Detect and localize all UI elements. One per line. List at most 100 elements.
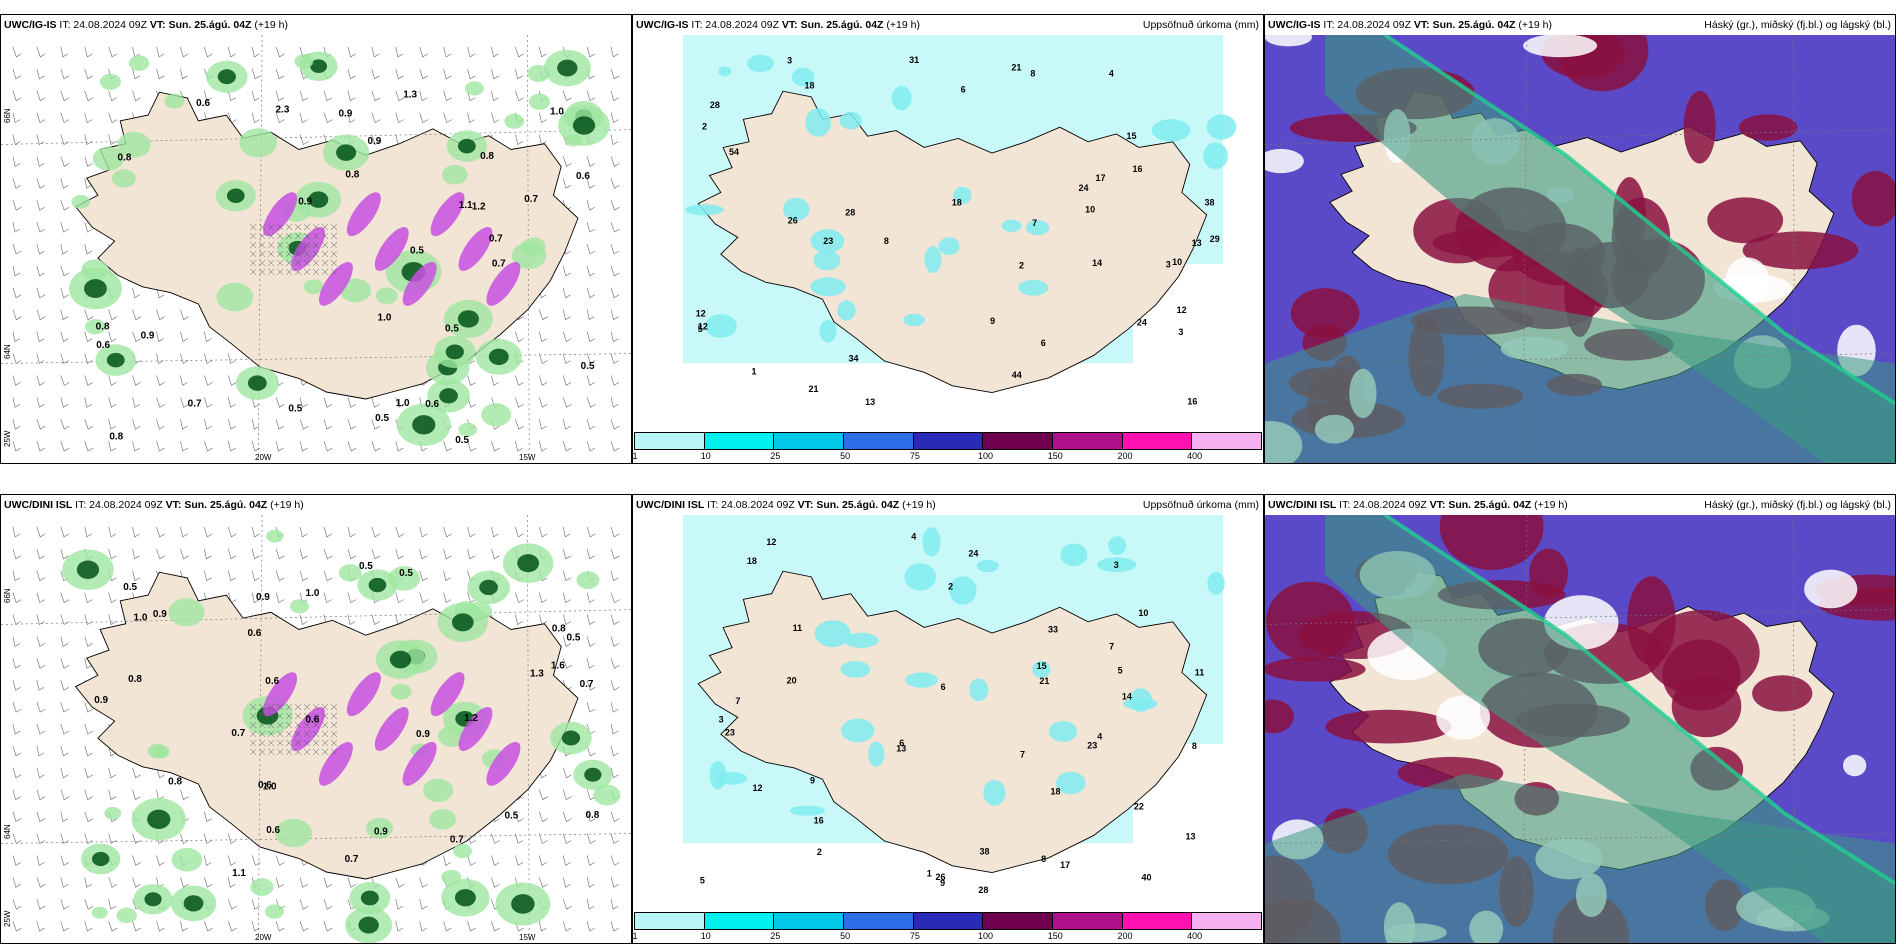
wind-barb xyxy=(610,899,619,910)
legend-swatch xyxy=(844,433,914,449)
wind-barb xyxy=(132,548,140,560)
lat-grid-line xyxy=(1265,353,1895,364)
hatch-mark xyxy=(250,259,257,267)
low-cloud-area xyxy=(1851,171,1895,227)
wind-barb xyxy=(491,855,500,866)
precip-value-label: 0.7 xyxy=(580,679,594,690)
wind-barb xyxy=(347,419,357,430)
wind-barb xyxy=(36,921,45,932)
wind-barb xyxy=(36,614,45,625)
wind-barb xyxy=(84,375,94,386)
hatch-mark xyxy=(312,223,320,231)
wind-barb xyxy=(180,789,189,801)
wind-barb xyxy=(108,441,117,452)
precip-shade-area xyxy=(783,197,810,221)
legend-label: 75 xyxy=(909,451,920,461)
wind-barb xyxy=(132,331,142,343)
wind-barb xyxy=(180,375,188,386)
accum-value-label: 10 xyxy=(1138,608,1148,618)
wind-barb xyxy=(60,287,69,299)
wind-barb xyxy=(539,441,547,452)
hatch-mark xyxy=(330,739,338,747)
accum-map[interactable]: 44 54 29 23 21 10 14 28 16 18 15 31 17 13 8 12 24 38 34 6 10… xyxy=(633,35,1263,431)
precip-heavy-area xyxy=(439,388,458,404)
precip-map[interactable]: 0.8 0.7 0.5 1.0 0.9 0.6 0.8 0.7 0.6 0.8 1.0 0.5 1.3 0… xyxy=(1,35,631,463)
wind-barb xyxy=(491,441,500,452)
wind-barb xyxy=(251,526,260,538)
wind-barb xyxy=(562,767,572,779)
wind-barb xyxy=(12,526,21,538)
wind-barb xyxy=(586,745,596,757)
hatch-mark xyxy=(321,241,329,249)
precip-value-label: 1.1 xyxy=(459,200,473,211)
cloud-map[interactable] xyxy=(1265,35,1895,463)
wind-barb xyxy=(156,68,165,80)
wind-barb xyxy=(36,156,45,167)
lat-grid-line xyxy=(1,833,631,844)
accum-value-label: 11 xyxy=(793,623,803,633)
legend-label: 400 xyxy=(1187,931,1203,941)
precip-heavy-area xyxy=(358,916,379,934)
wind-barb xyxy=(610,745,619,757)
wind-barb xyxy=(323,419,332,430)
lat-label-64: 64N xyxy=(3,824,12,839)
wind-barb xyxy=(84,745,93,757)
wind-barb xyxy=(347,592,357,604)
hatch-mark xyxy=(312,232,320,240)
wind-barb xyxy=(586,419,596,430)
accum-value-label: 8 xyxy=(1030,68,1035,78)
precip-heavy-area xyxy=(517,554,540,573)
high-cloud-band xyxy=(1265,773,1895,943)
wind-barb xyxy=(251,397,260,408)
wind-barb xyxy=(539,833,548,844)
clear-sky-area xyxy=(1265,35,1313,47)
wind-barb xyxy=(227,419,237,430)
wind-barb xyxy=(610,331,619,343)
hatch-mark xyxy=(276,730,284,738)
precip-value-label: 0.5 xyxy=(399,568,413,579)
wind-barb xyxy=(36,200,45,211)
wind-barb xyxy=(299,397,308,408)
precip-map[interactable]: 0.9 0.6 0.8 0.7 1.0 0.5 0.6 0.8 1.1 0.9 1.2 0.5 0.6 0… xyxy=(1,515,631,943)
accum-value-label: 24 xyxy=(968,549,978,559)
precip-shade-area xyxy=(705,314,737,338)
precip-heavy-area xyxy=(451,613,474,632)
wind-barb xyxy=(60,592,70,604)
hatch-mark xyxy=(294,232,302,240)
wind-barb xyxy=(610,46,619,58)
precip-heavy-area xyxy=(511,894,535,914)
wind-barb xyxy=(108,789,117,801)
hatch-mark xyxy=(285,730,293,738)
wind-barb xyxy=(347,441,357,452)
wind-barb xyxy=(84,899,94,910)
legend-label: 25 xyxy=(770,931,781,941)
precip-shade-area xyxy=(1108,536,1127,555)
wind-barb xyxy=(299,570,309,582)
accum-map[interactable]: 38 33 24 18 14 11 23 20 13 22 7 12 17 40 28 21 10 13 23 6 8 9… xyxy=(633,515,1263,911)
hatch-mark xyxy=(330,730,338,738)
accum-value-label: 1 xyxy=(752,367,757,377)
hatch-mark xyxy=(250,268,257,276)
hatch-mark xyxy=(312,721,320,729)
wind-barb xyxy=(251,68,261,80)
wind-barb xyxy=(132,833,141,844)
cloud-map[interactable] xyxy=(1265,515,1895,943)
snow-cell xyxy=(263,672,298,717)
wind-barb xyxy=(12,680,21,691)
wind-barb xyxy=(36,419,46,430)
wind-barb xyxy=(586,680,596,691)
wind-barb xyxy=(610,156,620,167)
wind-barb xyxy=(204,526,213,538)
wind-barb xyxy=(251,921,260,932)
precip-value-label: 0.7 xyxy=(492,259,506,270)
hatch-mark xyxy=(321,721,329,729)
precip-shade-area xyxy=(709,760,727,790)
precip-value-label: 0.9 xyxy=(94,695,108,706)
accum-value-label: 7 xyxy=(1032,218,1037,228)
wind-barb xyxy=(491,46,499,58)
hatch-mark xyxy=(321,712,329,720)
wind-barb xyxy=(12,789,21,801)
wind-barb xyxy=(36,745,45,757)
wind-barb xyxy=(467,441,477,452)
precip-shade-area xyxy=(805,108,832,137)
